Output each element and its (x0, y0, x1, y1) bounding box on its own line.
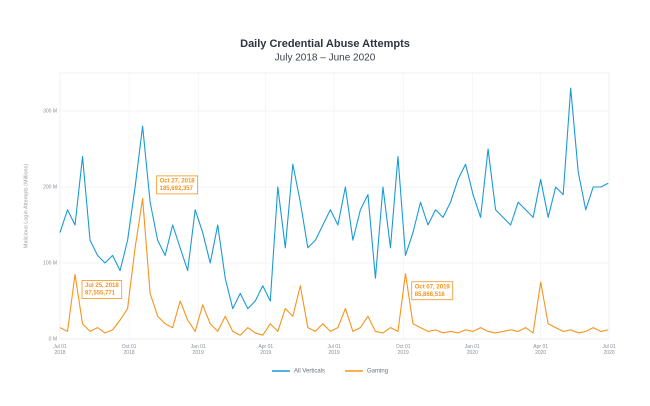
y-axis-title: Malicious Login Attempts (Millions) (23, 164, 29, 249)
series-line (59, 197, 609, 336)
y-tick-label: 200 M (43, 184, 57, 190)
x-tick-label: Apr 01 2020 (533, 344, 548, 356)
legend-label: Gaming (367, 369, 388, 375)
series-line (59, 87, 609, 310)
annotation: Oct 27, 2018 185,692,357 (156, 175, 199, 195)
x-tick-label: Oct 01 2018 (122, 344, 137, 356)
annotation: Oct 07, 2019 85,866,516 (411, 281, 454, 301)
x-tick-label: Jul 01 2018 (53, 344, 67, 356)
annotation-value: 87,555,771 (85, 291, 116, 297)
annotation-date: Oct 27, 2018 (160, 178, 196, 184)
y-tick-label: 300 M (43, 108, 57, 114)
annotation-value: 85,866,516 (415, 292, 446, 298)
legend-label: All Verticals (294, 369, 325, 375)
x-tick-label: Jan 01 2019 (191, 344, 206, 356)
annotation-box (411, 281, 454, 301)
x-tick-label: Oct 01 2019 (396, 344, 411, 356)
chart-subtitle: July 2018 – June 2020 (275, 53, 376, 64)
x-tick-label: Jul 01 2020 (602, 344, 616, 356)
x-tick-label: Jan 01 2020 (465, 344, 480, 356)
y-tick-label: 100 M (43, 260, 57, 266)
x-tick-label: Apr 01 2019 (258, 344, 273, 356)
annotation-box (81, 280, 123, 299)
annotation-date: Oct 07, 2019 (415, 284, 451, 290)
annotation-value: 185,692,357 (160, 186, 194, 192)
x-tick-label: Jul 01 2019 (327, 344, 341, 356)
chart-title: Daily Credential Abuse Attempts (240, 38, 410, 50)
annotation: Jul 25, 2018 87,555,771 (81, 280, 123, 299)
plot-frame (59, 72, 610, 340)
y-tick-label: 0 M (49, 336, 57, 342)
annotation-box (156, 175, 199, 195)
annotation-date: Jul 25, 2018 (85, 283, 119, 289)
